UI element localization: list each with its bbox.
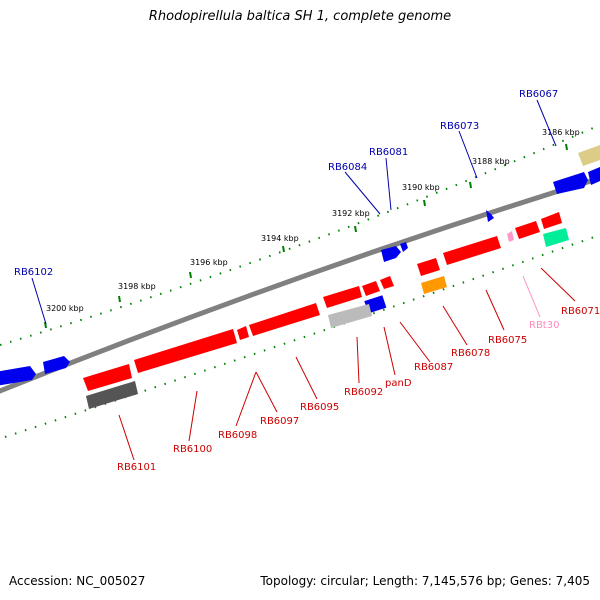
- rna-label[interactable]: RBt30: [529, 320, 559, 331]
- accession-text: Accession: NC_005027: [9, 574, 146, 588]
- ruler-tick-label: 3200 kbp: [46, 304, 84, 313]
- gene-arrow-reverse[interactable]: [83, 364, 132, 391]
- rna-label-line: [522, 275, 541, 318]
- outer-tick-track: [0, 124, 600, 346]
- gene-label-reverse[interactable]: RB6087: [414, 362, 453, 373]
- gene-arrow-reverse[interactable]: [541, 212, 562, 229]
- ruler-tick-label: 3198 kbp: [118, 282, 156, 291]
- gene-arrow-reverse[interactable]: [134, 329, 237, 373]
- gene-label-reverse[interactable]: RB6098: [218, 430, 257, 441]
- gene-arrow-reverse[interactable]: [443, 236, 501, 265]
- feature-tan[interactable]: [578, 145, 600, 166]
- gene-arrow-reverse[interactable]: [323, 286, 362, 308]
- gene-arrow-forward[interactable]: [553, 172, 588, 194]
- gene-label-forward[interactable]: RB6084: [328, 162, 367, 173]
- forward-label-lines: [31, 99, 557, 325]
- gene-label-reverse[interactable]: RB6078: [451, 348, 490, 359]
- ruler-tick-label: 3186 kbp: [542, 128, 580, 137]
- feature-orange[interactable]: [421, 276, 447, 294]
- gene-arrow-forward[interactable]: [381, 246, 401, 262]
- gene-arrow-reverse[interactable]: [362, 281, 380, 296]
- gene-arrow-forward[interactable]: [43, 356, 70, 374]
- gene-label-reverse[interactable]: RB6095: [300, 402, 339, 413]
- gene-arrow-forward[interactable]: [400, 242, 408, 252]
- ruler-tick-labels: 3200 kbp 3198 kbp 3196 kbp 3194 kbp 3192…: [46, 128, 580, 313]
- genome-summary-text: Topology: circular; Length: 7,145,576 bp…: [260, 574, 590, 588]
- gene-label-forward[interactable]: RB6081: [369, 147, 408, 158]
- gene-arrow-reverse[interactable]: [249, 303, 320, 336]
- feature-green[interactable]: [543, 228, 569, 247]
- ruler-major-ticks: [44, 143, 568, 329]
- feature-light-gray[interactable]: [328, 304, 372, 328]
- gene-arrow-reverse[interactable]: [515, 221, 540, 239]
- gene-arrow-forward[interactable]: [0, 366, 36, 386]
- gene-label-reverse[interactable]: panD: [385, 378, 412, 389]
- ruler-tick-label: 3192 kbp: [332, 209, 370, 218]
- gene-label-reverse[interactable]: RB6100: [173, 444, 212, 455]
- gene-arrow-forward[interactable]: [486, 210, 494, 222]
- gene-label-reverse[interactable]: RB6075: [488, 335, 527, 346]
- gene-arrow-reverse[interactable]: [417, 258, 440, 276]
- gene-arrow-reverse[interactable]: [237, 326, 249, 340]
- ruler-tick-label: 3188 kbp: [472, 157, 510, 166]
- forward-labels: RB6102 RB6084 RB6081 RB6073 RB6067: [14, 89, 558, 278]
- ruler-tick-label: 3196 kbp: [190, 258, 228, 267]
- ruler-tick-label: 3190 kbp: [402, 183, 440, 192]
- reverse-genes: [83, 212, 569, 409]
- gene-label-forward[interactable]: RB6073: [440, 121, 479, 132]
- forward-genes: [0, 145, 600, 386]
- map-title: Rhodopirellula baltica SH 1, complete ge…: [148, 9, 452, 24]
- feature-pink-rna[interactable]: [507, 231, 514, 242]
- gene-arrow-reverse[interactable]: [380, 276, 394, 289]
- reverse-labels: RB6101 RB6100 RB6098 RB6097 RB6095 RB609…: [117, 306, 600, 473]
- ruler-tick-label: 3194 kbp: [261, 234, 299, 243]
- gene-label-forward[interactable]: RB6102: [14, 267, 53, 278]
- gene-label-reverse[interactable]: RB6071: [561, 306, 600, 317]
- gene-label-forward[interactable]: RB6067: [519, 89, 558, 100]
- gene-label-reverse[interactable]: RB6097: [260, 416, 299, 427]
- gene-label-reverse[interactable]: RB6101: [117, 462, 156, 473]
- feature-dark-gray[interactable]: [86, 381, 138, 409]
- genome-backbone: [0, 175, 600, 394]
- reverse-label-lines: [118, 267, 576, 461]
- gene-arrow-forward[interactable]: [588, 167, 600, 185]
- gene-label-reverse[interactable]: RB6092: [344, 387, 383, 398]
